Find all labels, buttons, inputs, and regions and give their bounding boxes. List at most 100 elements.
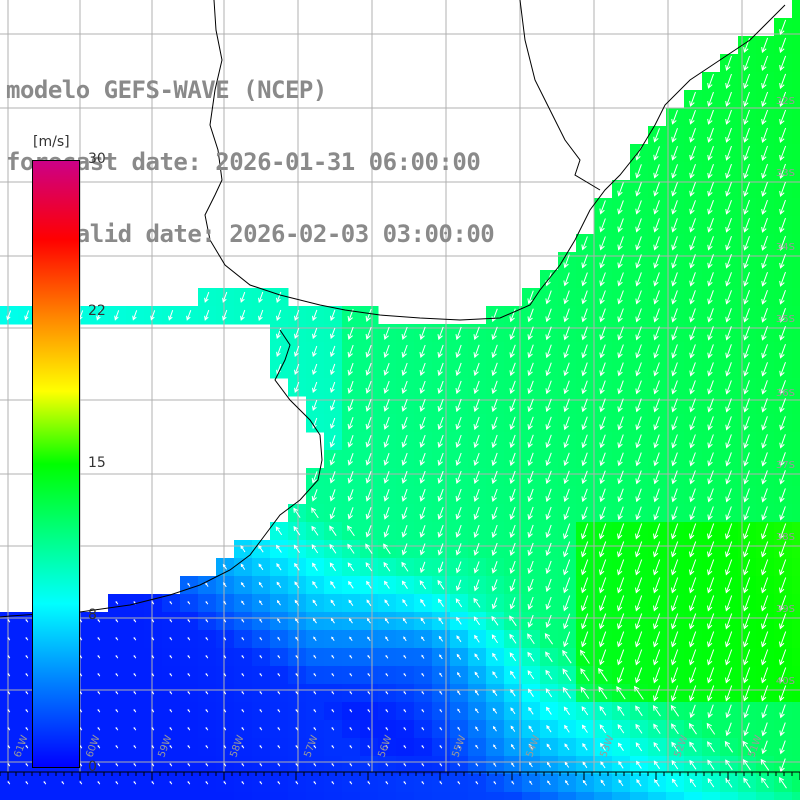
wind-arrow xyxy=(347,525,355,537)
wind-arrow xyxy=(527,308,534,323)
wind-arrow xyxy=(421,654,425,659)
wind-arrow xyxy=(617,236,624,251)
wind-arrow xyxy=(671,667,679,684)
wind-arrow xyxy=(545,416,552,431)
wind-arrow xyxy=(671,380,678,395)
wind-arrow xyxy=(743,434,750,449)
wind-arrow xyxy=(491,470,498,485)
wind-arrow xyxy=(563,488,570,503)
wind-arrow xyxy=(581,254,588,269)
wind-arrow xyxy=(437,561,444,574)
wind-arrow xyxy=(779,290,786,305)
wind-arrow xyxy=(383,344,390,358)
wind-arrow xyxy=(169,636,173,641)
wind-arrow xyxy=(222,291,228,303)
wind-arrow xyxy=(276,581,282,588)
wind-arrow xyxy=(779,740,786,755)
wind-arrow xyxy=(761,73,769,89)
wind-arrow xyxy=(419,506,426,520)
wind-arrow xyxy=(457,780,461,785)
wind-arrow xyxy=(743,685,751,702)
wind-arrow xyxy=(707,434,714,449)
wind-arrow xyxy=(331,726,335,731)
wind-arrow xyxy=(563,613,571,630)
wind-arrow xyxy=(653,506,660,521)
wind-arrow xyxy=(367,690,371,695)
wind-arrow xyxy=(617,272,624,287)
wind-arrow xyxy=(779,631,787,648)
wind-arrow xyxy=(725,200,732,215)
wind-arrow xyxy=(742,740,752,753)
lat-label: 35S xyxy=(776,314,795,325)
wind-arrow xyxy=(365,344,372,358)
wind-arrow xyxy=(725,649,733,666)
wind-arrow xyxy=(707,344,714,359)
wind-arrow xyxy=(115,708,119,713)
wind-arrow xyxy=(295,690,299,695)
wind-arrow xyxy=(331,636,335,641)
wind-arrow xyxy=(205,690,209,695)
wind-arrow xyxy=(383,416,390,430)
wind-arrow xyxy=(636,779,642,787)
wind-arrow xyxy=(277,708,281,713)
wind-cell xyxy=(792,36,800,55)
wind-cell xyxy=(792,54,800,73)
wind-arrow xyxy=(457,744,461,749)
wind-arrow xyxy=(761,577,769,594)
wind-arrow xyxy=(671,128,678,143)
wind-arrow xyxy=(743,55,751,71)
wind-cell xyxy=(792,0,800,19)
wind-arrow xyxy=(725,541,733,558)
wind-arrow xyxy=(761,740,768,755)
wind-arrow xyxy=(455,398,462,413)
wind-arrow xyxy=(439,690,443,695)
wind-arrow xyxy=(635,182,642,197)
wind-arrow xyxy=(653,200,660,215)
wind-arrow xyxy=(527,380,534,395)
wind-arrow xyxy=(779,685,787,702)
wind-arrow xyxy=(617,649,625,666)
wind-arrow xyxy=(581,724,588,733)
wind-arrow xyxy=(581,523,589,540)
wind-arrow xyxy=(365,308,372,322)
wind-arrow xyxy=(599,705,607,716)
wind-arrow xyxy=(761,145,768,161)
wind-arrow xyxy=(743,506,750,521)
wind-arrow xyxy=(635,254,642,269)
wind-arrow xyxy=(653,182,660,197)
wind-arrow xyxy=(365,562,373,572)
wind-arrow xyxy=(383,434,390,448)
wind-arrow xyxy=(725,163,732,179)
wind-arrow xyxy=(348,580,354,589)
wind-arrow xyxy=(563,470,570,485)
wind-arrow xyxy=(689,649,697,666)
wind-arrow xyxy=(689,416,696,431)
wind-arrow xyxy=(403,708,407,713)
wind-arrow xyxy=(671,649,679,666)
wind-arrow xyxy=(439,708,443,713)
wind-arrow xyxy=(779,326,786,341)
wind-arrow xyxy=(527,688,534,697)
wind-arrow xyxy=(580,668,590,682)
wind-arrow xyxy=(581,706,589,716)
wind-cell xyxy=(666,792,685,805)
wind-arrow xyxy=(743,398,750,413)
wind-arrow xyxy=(509,344,516,359)
wind-arrow xyxy=(707,272,714,287)
wind-arrow xyxy=(313,780,317,785)
wind-arrow xyxy=(437,488,444,502)
wind-arrow xyxy=(312,309,318,322)
wind-arrow xyxy=(313,636,317,641)
wind-arrow xyxy=(419,326,426,341)
wind-arrow xyxy=(563,541,571,558)
wind-arrow xyxy=(511,762,515,767)
wind-arrow xyxy=(277,672,281,677)
wind-arrow xyxy=(97,726,101,731)
wind-arrow xyxy=(151,654,155,659)
wind-arrow xyxy=(527,506,534,521)
coastline-argentina xyxy=(0,329,323,618)
wind-arrow xyxy=(455,470,462,484)
wind-arrow xyxy=(419,452,426,466)
wind-arrow xyxy=(403,672,407,677)
wind-arrow xyxy=(277,780,281,785)
